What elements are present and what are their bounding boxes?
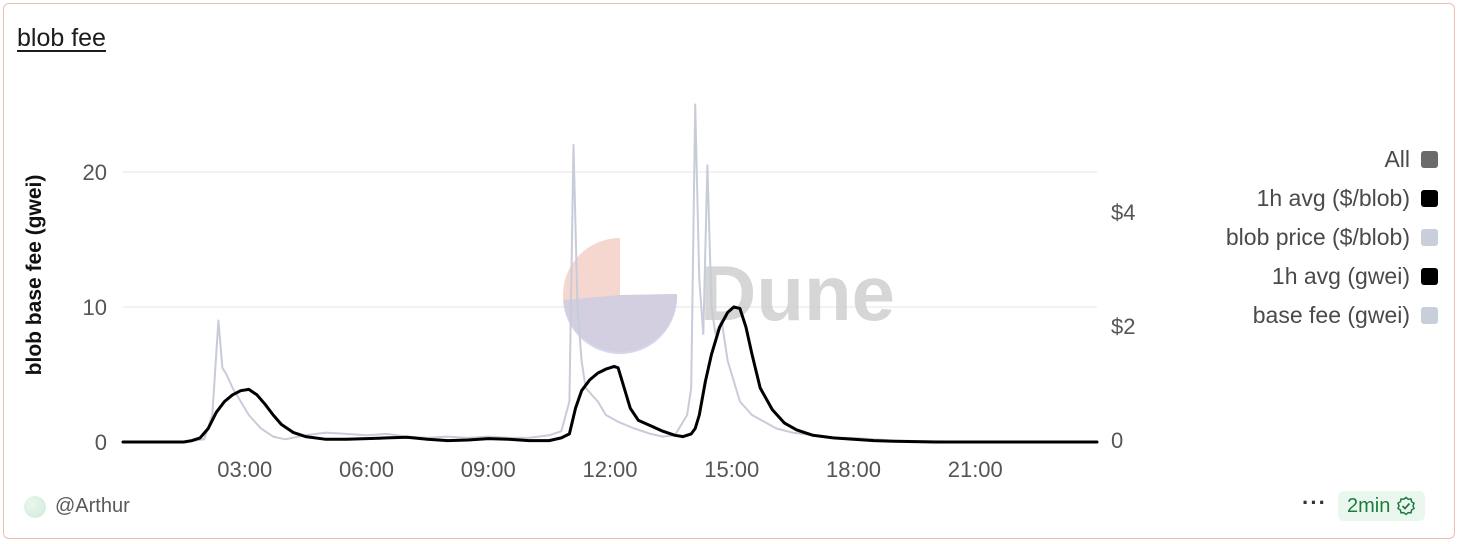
legend-label: 1h avg (gwei) bbox=[1271, 263, 1410, 289]
legend-label: base fee (gwei) bbox=[1252, 302, 1410, 328]
series-line-avg-gwei bbox=[121, 305, 1099, 444]
y2-tick-label: 0 bbox=[1111, 428, 1123, 453]
x-tick-label: 18:00 bbox=[826, 457, 881, 482]
legend-item[interactable]: 1h avg (gwei) bbox=[1078, 257, 1438, 296]
y-axis-label: blob base fee (gwei) bbox=[23, 175, 46, 376]
x-tick-label: 21:00 bbox=[948, 457, 1003, 482]
x-tick-label: 09:00 bbox=[461, 457, 516, 482]
chart-card bbox=[3, 3, 1455, 539]
x-tick-label: 12:00 bbox=[582, 457, 637, 482]
avatar[interactable] bbox=[24, 496, 46, 518]
y-tick-label: 20 bbox=[83, 160, 107, 185]
y-tick-label: 0 bbox=[95, 430, 107, 455]
legend-swatch bbox=[1421, 268, 1438, 285]
legend-item[interactable]: All bbox=[1078, 140, 1438, 179]
watermark-logo-bottom bbox=[563, 294, 678, 355]
watermark-text: Dune bbox=[700, 249, 895, 337]
chart-title[interactable]: blob fee bbox=[17, 24, 106, 52]
legend-swatch bbox=[1421, 151, 1438, 168]
legend-label: All bbox=[1384, 146, 1410, 172]
legend-swatch bbox=[1421, 307, 1438, 324]
y2-tick-label: $2 bbox=[1111, 314, 1135, 339]
legend-item[interactable]: blob price ($/blob) bbox=[1078, 218, 1438, 257]
y-tick-label: 10 bbox=[83, 295, 107, 320]
x-tick-label: 15:00 bbox=[704, 457, 759, 482]
series-line-base-fee bbox=[122, 103, 1098, 443]
author-link[interactable]: @Arthur bbox=[55, 495, 130, 517]
legend-label: blob price ($/blob) bbox=[1225, 224, 1410, 250]
legend-label: 1h avg ($/blob) bbox=[1256, 185, 1410, 211]
refresh-interval: 2min bbox=[1347, 494, 1391, 517]
refresh-badge[interactable]: 2min bbox=[1338, 491, 1426, 521]
legend-swatch bbox=[1421, 190, 1438, 207]
x-tick-label: 03:00 bbox=[217, 457, 272, 482]
more-options-button[interactable]: ··· bbox=[1302, 490, 1327, 515]
x-tick-label: 06:00 bbox=[339, 457, 394, 482]
legend-item[interactable]: 1h avg ($/blob) bbox=[1078, 179, 1438, 218]
chart-legend: All 1h avg ($/blob) blob price ($/blob) 1h … bbox=[1078, 140, 1438, 335]
legend-item[interactable]: base fee (gwei) bbox=[1078, 296, 1438, 335]
y2-tick-label: $4 bbox=[1111, 200, 1135, 225]
verified-check-icon bbox=[1397, 496, 1416, 516]
legend-swatch bbox=[1421, 229, 1438, 246]
